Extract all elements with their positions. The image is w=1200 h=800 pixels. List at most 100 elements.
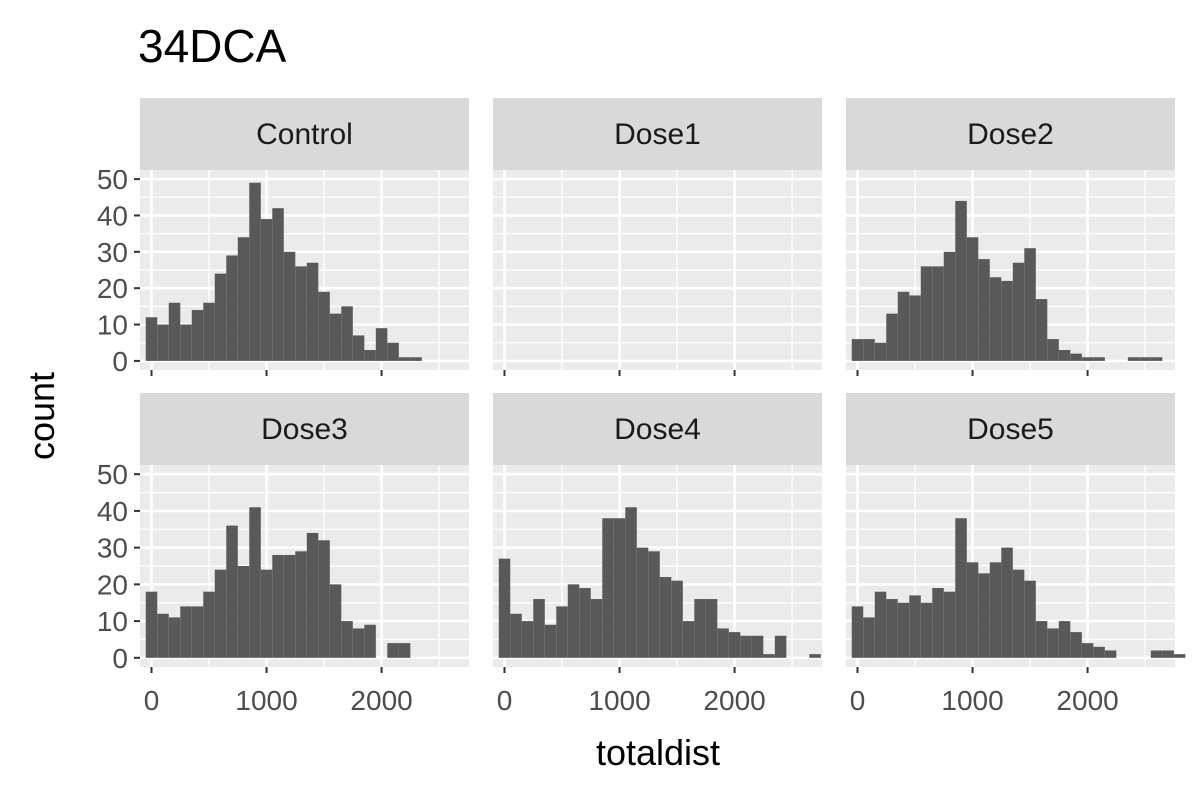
histogram-bar [329,584,342,658]
histogram-bar [203,302,215,361]
x-tick-label: 2000 [1056,685,1118,716]
histogram-bar [851,606,864,658]
facet-strip [140,98,469,170]
histogram-bar [352,628,365,658]
histogram-bar [717,628,729,658]
facet-strip [140,393,469,465]
histogram-bar [774,635,787,658]
histogram-bar [1150,650,1163,658]
histogram-bar [874,342,887,361]
histogram-bar [989,562,1002,658]
histogram-bar [544,624,557,658]
facet-label: Control [256,118,353,151]
histogram-bar [1001,280,1013,361]
x-tick-label: 1000 [235,685,297,716]
panel-grid [493,170,822,370]
histogram-bar [1173,654,1186,658]
histogram-bar [602,518,614,658]
histogram-bar [1104,650,1117,658]
x-tick-label: 2000 [703,685,765,716]
histogram-bar [874,591,887,658]
histogram-bars [498,507,821,658]
histogram-bar [249,507,261,658]
histogram-bar [226,255,238,361]
x-tick-label: 0 [497,685,513,716]
histogram-bar [1012,262,1025,361]
histogram-bar [1024,248,1036,361]
histogram-bar [306,262,319,361]
histogram-bar [260,569,273,658]
histogram-bar [260,219,273,361]
histogram-bar [237,237,250,361]
x-tick-label: 0 [850,685,866,716]
histogram-bar [180,606,192,658]
histogram-bar [272,208,284,361]
facet-label: Dose1 [614,118,701,151]
histogram-bar [1139,357,1151,361]
x-tick-label: 0 [144,685,160,716]
facet-label: Dose2 [967,118,1054,151]
histogram-bar [318,540,330,658]
histogram-bar [295,266,307,361]
histogram-bar [648,551,660,658]
facet-strip [846,98,1175,170]
facet-label: Dose4 [614,413,701,446]
histogram-bar [387,643,399,658]
histogram-bar [226,525,238,658]
histogram-bar [920,602,933,658]
y-tick-label: 40 [97,200,128,231]
y-tick-label: 20 [97,273,128,304]
histogram-bar [318,291,330,361]
histogram-bar [1024,580,1036,658]
chart-title: 34DCA [138,20,287,72]
histogram-bar [1093,357,1105,361]
histogram-bar [191,606,204,658]
histogram-bar [897,291,910,361]
histogram-bar [943,591,956,658]
histogram-bar [295,551,307,658]
x-axis-title: totaldist [596,732,720,773]
facet-dose5: Dose5 0 1000 2000 [846,393,1186,716]
histogram-bar [283,251,296,361]
histogram-bar [659,577,672,658]
histogram-bar [763,654,775,658]
histogram-bar [410,357,422,361]
histogram-bar [1001,547,1013,658]
histogram-bar [590,599,603,658]
histogram-bars [145,507,411,658]
histogram-bars [851,200,1163,361]
histogram-bar [341,621,353,658]
histogram-bar [955,518,967,658]
x-tick-label: 2000 [350,685,412,716]
histogram-bar [728,632,741,658]
histogram-bar [375,328,388,361]
y-tick-label: 20 [97,569,128,600]
histogram-bar [1070,632,1082,658]
histogram-bar [943,251,956,361]
histogram-bar [168,617,181,658]
histogram-bar [613,518,626,658]
histogram-bar [966,237,979,361]
y-tick-label: 0 [112,346,128,377]
y-axis-title: count [21,372,62,460]
histogram-bar [521,621,534,658]
histogram-bar [398,643,411,658]
facet-strip [493,98,822,170]
histogram-bar [1058,350,1071,361]
histogram-bar [329,313,342,361]
histogram-bar [157,613,169,658]
facet-dose3: Dose3 0 10 20 30 40 50 0 1000 2000 [97,393,469,716]
y-tick-label: 50 [97,459,128,490]
y-tick-label: 10 [97,310,128,341]
histogram-bar [809,654,821,658]
histogram-bar [341,306,353,361]
histogram-bar [579,588,591,658]
histogram-bar [955,200,967,361]
facet-grid: Control 0 10 20 30 40 50 Dose1 Dose2 Dose3 0 10 20 30… [97,98,1186,716]
histogram-bar [1127,357,1140,361]
y-tick-label: 10 [97,606,128,637]
histogram-bar [682,621,695,658]
histogram-bar [214,569,227,658]
histogram-bar [533,599,545,658]
